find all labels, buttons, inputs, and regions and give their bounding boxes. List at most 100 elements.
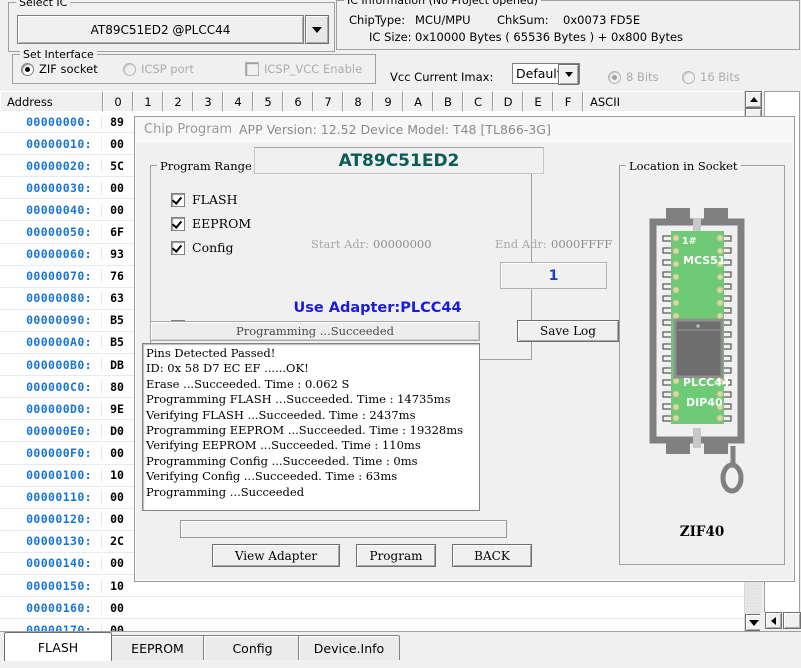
hex-header-col-5[interactable]: 5: [253, 91, 283, 111]
hex-byte-cell[interactable]: B5: [110, 313, 124, 328]
hex-row-address: 00000170:: [0, 622, 102, 631]
hex-header-col-E[interactable]: E: [523, 91, 553, 111]
hex-header-col-6[interactable]: 6: [283, 91, 313, 111]
log-output[interactable]: Pins Detected Passed! ID: 0x 58 D7 EC EF …: [142, 343, 480, 511]
hex-header-col-F[interactable]: F: [553, 91, 583, 111]
back-button[interactable]: BACK: [452, 544, 532, 567]
hex-byte-cell[interactable]: 00: [110, 600, 124, 615]
view-adapter-button[interactable]: View Adapter: [212, 544, 340, 567]
hex-byte-cell[interactable]: 00: [110, 202, 124, 217]
radio-icsp-port-label: ICSP port: [141, 62, 194, 76]
icsize-label: IC Size:: [369, 30, 412, 44]
caret-down-icon: [748, 619, 759, 626]
hex-row-address: 000000B0:: [0, 357, 102, 372]
scroll-up-button[interactable]: [745, 91, 762, 108]
ic-combo-value[interactable]: AT89C51ED2 @PLCC44: [17, 15, 304, 44]
hex-byte-cell[interactable]: 63: [110, 291, 124, 306]
checkbox-icsp-vcc-enable[interactable]: ICSP_VCC Enable: [245, 62, 362, 76]
log-line: Programming FLASH ...Succeeded. Time : 1…: [146, 392, 451, 407]
chiptype-label: ChipType:: [349, 13, 406, 27]
hex-header-col-4[interactable]: 4: [223, 91, 253, 111]
hex-byte-cell[interactable]: 00: [110, 556, 124, 571]
hex-byte-cell[interactable]: D0: [110, 423, 124, 438]
hscrollbar-thumb[interactable]: [783, 612, 801, 629]
ic-information-group: IC Information (No Project opened) ChipT…: [336, 0, 800, 50]
hex-header-col-C[interactable]: C: [463, 91, 493, 111]
tab-eeprom[interactable]: EEPROM: [108, 635, 207, 660]
hex-row-address: 00000030:: [0, 180, 102, 195]
hex-header-col-1[interactable]: 1: [133, 91, 163, 111]
hex-header-col-B[interactable]: B: [433, 91, 463, 111]
radio-8-bits[interactable]: 8 Bits: [608, 70, 659, 84]
hex-row-address: 00000050:: [0, 225, 102, 240]
hex-header-col-2[interactable]: 2: [163, 91, 193, 111]
log-line: Verifying EEPROM ...Succeeded. Time : 11…: [146, 438, 421, 453]
hex-header-col-9[interactable]: 9: [373, 91, 403, 111]
hex-header-col-8[interactable]: 8: [343, 91, 373, 111]
checkbox-eeprom[interactable]: EEPROM: [171, 216, 251, 231]
chksum-value: 0x0073 FD5E: [563, 13, 641, 27]
hex-byte-cell[interactable]: 2C: [110, 534, 124, 549]
hex-byte-cell[interactable]: 80: [110, 379, 124, 394]
hex-row[interactable]: 00000170: 00: [0, 619, 762, 631]
hex-row-address: 00000060:: [0, 247, 102, 262]
hex-row[interactable]: 00000160: 00: [0, 597, 762, 620]
vcc-current-dropdown-button[interactable]: [558, 64, 579, 85]
save-log-button[interactable]: Save Log: [517, 320, 619, 342]
hex-header-col-A[interactable]: A: [403, 91, 433, 111]
ic-combo-dropdown-button[interactable]: [305, 15, 329, 44]
hex-horizontal-scrollbar[interactable]: [760, 612, 801, 631]
tab-flash[interactable]: FLASH: [4, 632, 112, 661]
radio-zif-socket-label: ZIF socket: [39, 62, 98, 76]
tab-config[interactable]: Config: [203, 635, 302, 660]
hex-byte-cell[interactable]: 6F: [110, 225, 124, 240]
socket-name-label: ZIF40: [679, 524, 725, 540]
hex-byte-cell[interactable]: 9E: [110, 401, 124, 416]
hex-byte-cell[interactable]: 00: [110, 490, 124, 505]
radio-16-bits[interactable]: 16 Bits: [682, 70, 740, 84]
hex-byte-cell[interactable]: 76: [110, 269, 124, 284]
hex-header-col-D[interactable]: D: [493, 91, 523, 111]
hex-byte-cell[interactable]: 89: [110, 114, 124, 129]
hex-header-address[interactable]: Address: [0, 91, 103, 111]
end-adr-label: End Adr:: [495, 237, 547, 251]
hex-byte-cell[interactable]: 10: [110, 578, 124, 593]
dialog-version-info: APP Version: 12.52 Device Model: T48 [TL…: [239, 122, 551, 137]
hex-row[interactable]: 00000150: 10: [0, 575, 762, 598]
hex-byte-cell[interactable]: 00: [110, 180, 124, 195]
svg-text:DIP40: DIP40: [686, 396, 723, 409]
hex-row-address: 00000120:: [0, 512, 102, 527]
checkbox-eeprom-label: EEPROM: [192, 216, 252, 231]
log-line: Programming Config ...Succeeded. Time : …: [146, 453, 418, 468]
chevron-down-icon: [312, 26, 322, 33]
tab-device-info[interactable]: Device.Info: [298, 635, 400, 660]
start-adr-label: Start Adr:: [311, 237, 370, 251]
hex-byte-cell[interactable]: DB: [110, 357, 124, 372]
checkbox-flash[interactable]: FLASH: [171, 192, 237, 207]
hex-row-address: 00000130:: [0, 534, 102, 549]
hex-row-address: 00000090:: [0, 313, 102, 328]
hex-byte-cell[interactable]: B5: [110, 335, 124, 350]
checkbox-config[interactable]: Config: [171, 240, 233, 255]
hex-byte-cell[interactable]: 5C: [110, 158, 124, 173]
vcc-current-row: Vcc Current Imax: Default 8 Bits 16 Bits: [390, 63, 800, 90]
hex-byte-cell[interactable]: 00: [110, 512, 124, 527]
hex-header-col-3[interactable]: 3: [193, 91, 223, 111]
hex-byte-cell[interactable]: 93: [110, 247, 124, 262]
radio-zif-socket[interactable]: ZIF socket: [21, 62, 98, 76]
hex-header-col-7[interactable]: 7: [313, 91, 343, 111]
scroll-left-button[interactable]: [765, 612, 782, 629]
chiptype-value: MCU/MPU: [415, 13, 471, 27]
use-adapter-notice: Use Adapter:PLCC44: [293, 300, 462, 316]
hex-byte-cell[interactable]: 00: [110, 445, 124, 460]
radio-icsp-port[interactable]: ICSP port: [123, 62, 194, 76]
hex-byte-cell[interactable]: 00: [110, 622, 124, 631]
hex-byte-cell[interactable]: 00: [110, 136, 124, 151]
radio-dot-icon: [608, 70, 621, 84]
hex-byte-cell[interactable]: 10: [110, 468, 124, 483]
progress-status-bar: Programming ...Succeeded: [150, 321, 480, 341]
hex-header-col-0[interactable]: 0: [103, 91, 133, 111]
radio-dot-icon: [21, 62, 34, 76]
checkbox-flash-label: FLASH: [192, 192, 238, 207]
program-button[interactable]: Program: [356, 544, 436, 567]
